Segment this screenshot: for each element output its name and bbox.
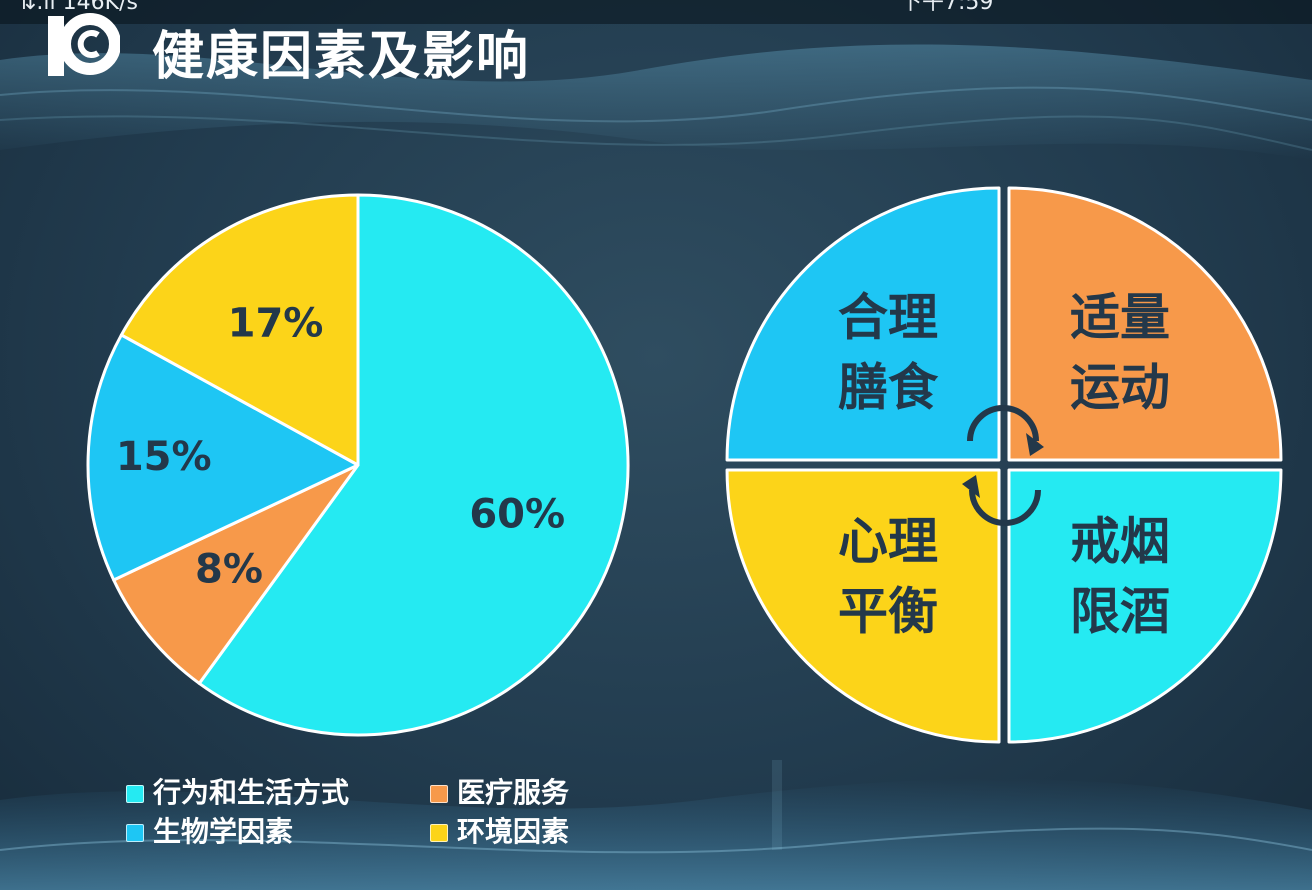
quadrant-label-2-0: 心理: [838, 513, 938, 571]
legend-label: 行为和生活方式: [153, 776, 350, 809]
status-time: 下午7:59: [900, 0, 994, 15]
quadrant-label-1-1: 运动: [1070, 359, 1170, 417]
quadrant-label-0-1: 膳食: [838, 359, 939, 417]
quadrant-1: [1007, 186, 1283, 462]
quadrant-label-0-0: 合理: [838, 289, 938, 347]
pie-slice-0: [197, 193, 630, 737]
legend-label: 医疗服务: [457, 776, 570, 809]
pie-slice-2: [86, 333, 360, 582]
pie-data-label-2: 15%: [116, 434, 212, 480]
quadrant-label-1-0: 适量: [1070, 289, 1170, 347]
status-bar: ⇅.ıl 146K/s 下午7:59: [0, 0, 1312, 24]
legend-swatch: [430, 785, 448, 803]
pie-data-label-0: 60%: [469, 492, 565, 538]
pie-data-label-1: 8%: [195, 547, 263, 593]
pie-slice-1: [112, 463, 360, 685]
quadrant-2: [725, 468, 1001, 744]
pie-slice-3: [119, 193, 360, 467]
quadrant-3: [1007, 468, 1283, 744]
legend-label: 生物学因素: [153, 815, 294, 848]
legend-swatch: [126, 785, 144, 803]
logo-icon: [48, 13, 120, 76]
cycle-arrows-icon: [962, 405, 1044, 526]
quadrant-label-3-0: 戒烟: [1070, 513, 1170, 571]
legend-label: 环境因素: [457, 815, 570, 848]
quadrant-label-3-1: 限酒: [1070, 583, 1170, 641]
pie-data-label-3: 17%: [228, 301, 324, 347]
legend-swatch: [430, 824, 448, 842]
page-title: 健康因素及影响: [152, 27, 531, 87]
quadrant-0: [725, 186, 1001, 462]
legend-swatch: [126, 824, 144, 842]
quadrant-label-2-1: 平衡: [838, 583, 938, 641]
network-speed-text: ⇅.ıl 146K/s: [18, 0, 138, 15]
